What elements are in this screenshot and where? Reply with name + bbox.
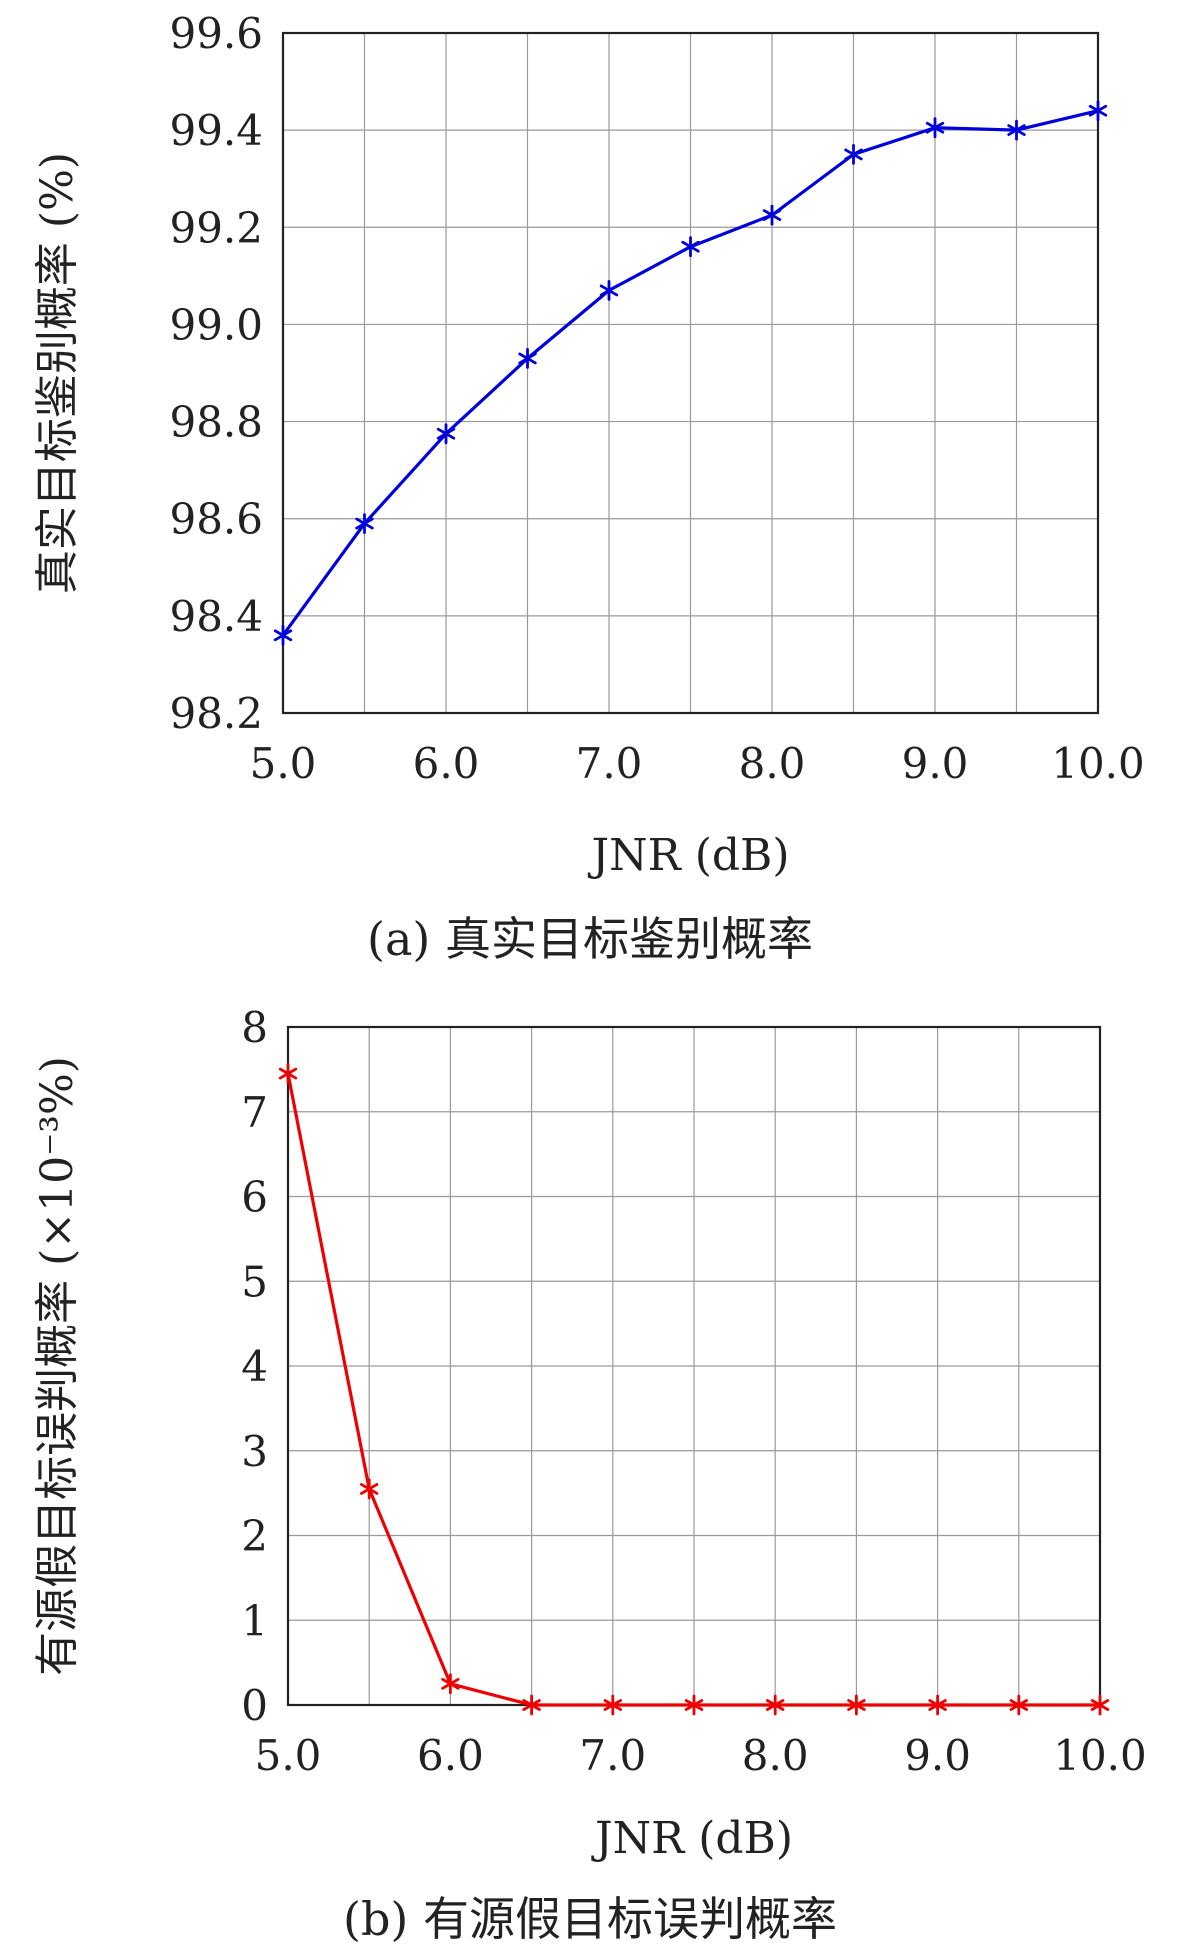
chart-a-svg: 98.2 98.4 98.6 98.8 99.0 99.2 99.4 99.6 5.0 6.0 7.… — [32, 9, 1145, 966]
x-tick-label: 5.0 — [255, 1731, 322, 1780]
y-tick-label: 7 — [241, 1088, 268, 1137]
data-point — [1090, 1694, 1110, 1716]
x-tick-label: 5.0 — [250, 739, 317, 788]
data-point — [844, 143, 863, 165]
data-point — [360, 1478, 379, 1500]
x-tick-label: 8.0 — [739, 739, 806, 788]
x-tick-label: 8.0 — [742, 1731, 809, 1780]
x-tick-label: 10.0 — [1051, 739, 1145, 788]
figure-caption: (b) 有源假目标误判概率 — [343, 1892, 837, 1946]
data-point — [1088, 100, 1108, 122]
x-tick-label: 9.0 — [902, 739, 969, 788]
x-tick-label: 6.0 — [413, 739, 480, 788]
chart-panel-a: 98.2 98.4 98.6 98.8 99.0 99.2 99.4 99.6 5.0 6.0 7.… — [0, 0, 1181, 975]
y-tick-label: 1 — [241, 1596, 268, 1645]
data-point — [1009, 1694, 1028, 1716]
y-tick-label: 99.6 — [169, 9, 263, 58]
data-point — [518, 347, 537, 369]
y-tick-label: 99.2 — [169, 203, 263, 252]
data-point — [684, 1694, 704, 1716]
data-point — [681, 236, 700, 258]
series-b — [278, 1063, 1110, 1716]
data-point — [355, 513, 374, 534]
y-tick-label: 8 — [241, 1003, 268, 1052]
y-tick-label: 99.0 — [169, 300, 263, 349]
x-axis-title: JNR (dB) — [591, 1813, 793, 1864]
data-point — [273, 624, 293, 646]
y-tick-label: 2 — [241, 1512, 268, 1561]
data-point — [1007, 119, 1026, 141]
data-point — [522, 1694, 541, 1716]
y-tick-label: 4 — [241, 1342, 268, 1391]
x-tick-label: 9.0 — [904, 1731, 971, 1780]
y-tick-label: 98.8 — [169, 398, 263, 447]
chart-b-svg: 0 1 2 3 4 5 6 7 8 5.0 6.0 7.0 8.0 9.0 10.0 JNR (dB) 有源假目… — [32, 1003, 1147, 1946]
data-point — [278, 1063, 298, 1084]
data-point — [847, 1694, 866, 1716]
data-point — [925, 117, 945, 139]
y-tick-label: 98.4 — [169, 592, 263, 641]
y-tick-label: 6 — [241, 1173, 268, 1222]
y-tick-label: 3 — [241, 1427, 268, 1476]
chart-panel-b: 0 1 2 3 4 5 6 7 8 5.0 6.0 7.0 8.0 9.0 10.0 JNR (dB) 有源假目… — [0, 975, 1181, 1959]
data-point — [599, 279, 619, 301]
figure-caption: (a) 真实目标鉴别概率 — [367, 912, 813, 966]
grid-a — [282, 32, 1099, 714]
y-axis-title: 真实目标鉴别概率 (%) — [32, 152, 83, 594]
series-a — [273, 100, 1108, 646]
y-tick-label: 0 — [241, 1681, 268, 1730]
y-tick-label: 5 — [241, 1257, 268, 1306]
x-tick-label: 6.0 — [417, 1731, 484, 1780]
x-axis-title: JNR (dB) — [587, 830, 789, 881]
x-tick-label: 7.0 — [579, 1731, 646, 1780]
data-point — [441, 1673, 460, 1695]
x-tick-label: 10.0 — [1053, 1731, 1147, 1780]
data-point — [928, 1694, 947, 1716]
plot-frame-a — [281, 31, 1100, 715]
y-axis-title: 有源假目标误判概率 (×10⁻³%) — [32, 1056, 83, 1676]
data-point — [603, 1694, 622, 1716]
data-point — [762, 204, 782, 226]
data-point — [436, 423, 456, 445]
y-tick-label: 98.2 — [169, 689, 263, 738]
y-tick-label: 98.6 — [169, 495, 263, 544]
y-tick-label: 99.4 — [169, 106, 263, 155]
data-point — [766, 1694, 785, 1716]
x-tick-label: 7.0 — [576, 739, 643, 788]
grid-b — [287, 1026, 1101, 1706]
